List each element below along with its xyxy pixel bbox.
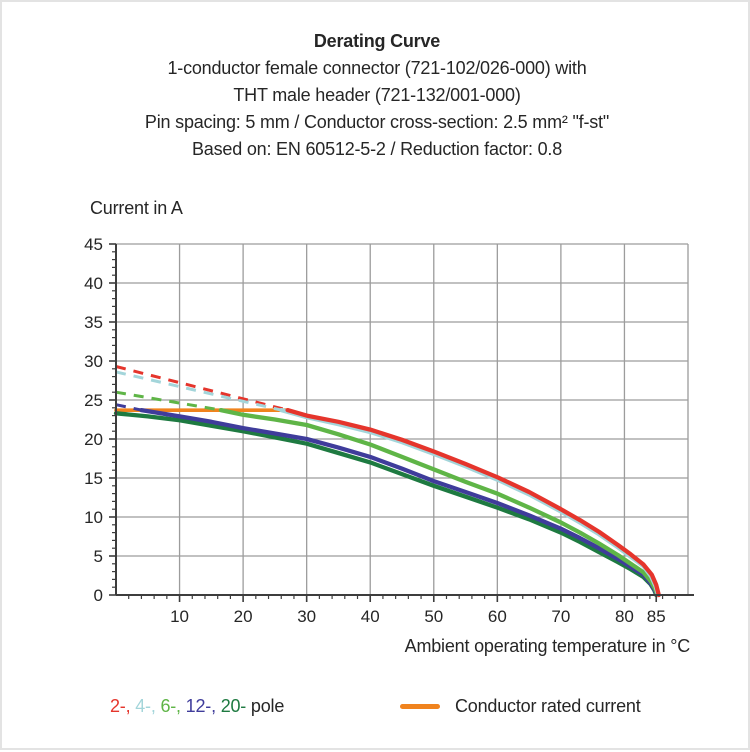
curve-dashed-6-pole	[115, 390, 222, 412]
rated-current-legend: Conductor rated current	[400, 696, 641, 717]
curve-20-pole	[113, 411, 659, 598]
x-tick-label: 50	[424, 607, 443, 626]
y-tick-label: 35	[84, 313, 103, 332]
subtitle-line-3: Pin spacing: 5 mm / Conductor cross-sect…	[144, 112, 610, 132]
x-tick-label: 30	[297, 607, 316, 626]
curve-dashed-4-pole	[115, 370, 282, 412]
y-tick-label: 10	[84, 508, 103, 527]
curve-dashed-2-pole	[115, 365, 288, 412]
subtitle-line-4: Based on: EN 60512-5-2 / Reduction facto…	[191, 139, 563, 159]
curve-2-pole	[285, 407, 661, 598]
y-tick-label: 15	[84, 469, 103, 488]
subtitle-line-2: THT male header (721-132/001-000)	[233, 85, 521, 105]
y-tick-label: 30	[84, 352, 103, 371]
chart-header: Derating Curve 1-conductor female connec…	[2, 28, 750, 163]
chart-title: Derating Curve	[313, 31, 441, 51]
pole-legend: 2-, 4-, 6-, 12-, 20- pole	[110, 696, 284, 717]
x-tick-label: 10	[170, 607, 189, 626]
legend-pole-item: 2-,	[110, 696, 136, 716]
y-tick-label: 20	[84, 430, 103, 449]
curve-4-pole	[279, 407, 661, 598]
y-tick-label: 45	[84, 235, 103, 254]
y-tick-label: 25	[84, 391, 103, 410]
x-axis-title: Ambient operating temperature in °C	[404, 636, 691, 656]
legend-pole-suffix: pole	[250, 696, 285, 716]
rated-current-label: Conductor rated current	[455, 696, 641, 716]
curve-12-pole	[139, 407, 660, 598]
y-axis-title: Current in A	[90, 198, 183, 218]
legend-pole-item: 12-,	[185, 696, 221, 716]
curve-6-pole	[218, 407, 660, 598]
x-tick-label: 20	[234, 607, 253, 626]
legend-pole-item: 4-,	[135, 696, 161, 716]
y-tick-label: 40	[84, 274, 103, 293]
x-tick-label: 85	[647, 607, 666, 626]
y-tick-label: 5	[94, 547, 103, 566]
curve-dashed-12-pole	[115, 403, 142, 412]
y-tick-label: 0	[94, 586, 103, 605]
x-tick-label: 40	[361, 607, 380, 626]
x-tick-label: 60	[488, 607, 507, 626]
legend-pole-item: 6-,	[160, 696, 186, 716]
x-tick-label: 70	[551, 607, 570, 626]
x-tick-label: 80	[615, 607, 634, 626]
rated-current-line-swatch	[400, 704, 440, 709]
legend-pole-item: 20-	[220, 696, 251, 716]
subtitle-line-1: 1-conductor female connector (721-102/02…	[167, 58, 587, 78]
